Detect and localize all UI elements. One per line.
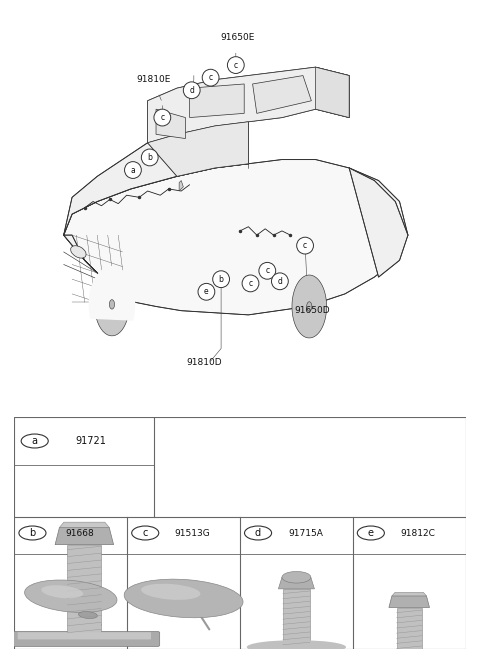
Ellipse shape: [247, 640, 346, 654]
FancyBboxPatch shape: [18, 632, 151, 640]
Text: 91513G: 91513G: [175, 529, 211, 537]
Polygon shape: [95, 273, 129, 336]
Polygon shape: [89, 266, 134, 320]
Ellipse shape: [141, 584, 201, 600]
Polygon shape: [252, 75, 312, 113]
Text: 91810D: 91810D: [187, 358, 222, 367]
Ellipse shape: [124, 579, 243, 618]
Circle shape: [297, 237, 313, 254]
Polygon shape: [389, 596, 430, 607]
Circle shape: [132, 526, 159, 540]
Polygon shape: [156, 109, 185, 138]
Polygon shape: [60, 522, 109, 527]
Polygon shape: [315, 67, 349, 117]
Circle shape: [259, 262, 276, 279]
Polygon shape: [179, 180, 183, 191]
Text: c: c: [160, 113, 164, 122]
Text: d: d: [189, 86, 194, 94]
Circle shape: [228, 56, 244, 73]
Text: b: b: [219, 275, 224, 283]
Circle shape: [202, 70, 219, 86]
Text: 91721: 91721: [76, 436, 107, 446]
Circle shape: [198, 283, 215, 300]
Text: a: a: [131, 165, 135, 174]
Polygon shape: [148, 122, 248, 176]
Polygon shape: [64, 235, 135, 302]
Text: e: e: [368, 528, 374, 538]
Circle shape: [357, 526, 384, 540]
Text: c: c: [143, 528, 148, 538]
Text: 91668: 91668: [65, 529, 94, 537]
Ellipse shape: [71, 246, 86, 258]
Polygon shape: [55, 527, 114, 544]
Ellipse shape: [41, 585, 83, 598]
FancyBboxPatch shape: [14, 417, 466, 649]
Text: d: d: [255, 528, 261, 538]
Text: b: b: [29, 528, 36, 538]
Circle shape: [242, 275, 259, 292]
Text: d: d: [277, 277, 282, 286]
Polygon shape: [292, 275, 326, 338]
Text: e: e: [204, 287, 209, 297]
Ellipse shape: [24, 580, 117, 613]
Text: c: c: [208, 73, 213, 82]
Circle shape: [213, 271, 229, 287]
Polygon shape: [190, 84, 244, 117]
Ellipse shape: [282, 571, 311, 583]
Text: 91650D: 91650D: [295, 306, 330, 315]
Text: a: a: [32, 436, 38, 446]
Polygon shape: [278, 577, 314, 589]
Ellipse shape: [79, 611, 97, 619]
Text: c: c: [265, 266, 269, 276]
Polygon shape: [64, 159, 408, 315]
Polygon shape: [396, 607, 422, 656]
Circle shape: [244, 526, 272, 540]
Circle shape: [19, 526, 46, 540]
Polygon shape: [67, 544, 101, 632]
Ellipse shape: [307, 302, 312, 311]
Circle shape: [124, 161, 141, 178]
FancyBboxPatch shape: [9, 632, 160, 646]
Text: c: c: [303, 241, 307, 250]
Polygon shape: [148, 67, 349, 143]
Ellipse shape: [242, 645, 350, 656]
Text: 91810E: 91810E: [137, 75, 171, 84]
Polygon shape: [349, 168, 408, 277]
Circle shape: [154, 109, 171, 126]
Polygon shape: [283, 589, 310, 645]
Text: 91812C: 91812C: [401, 529, 436, 537]
Text: b: b: [147, 153, 152, 162]
Polygon shape: [64, 126, 248, 235]
Text: 91650E: 91650E: [221, 33, 255, 42]
Circle shape: [141, 149, 158, 166]
Text: 91715A: 91715A: [288, 529, 323, 537]
Polygon shape: [392, 592, 426, 596]
Text: c: c: [249, 279, 252, 288]
Circle shape: [183, 82, 200, 98]
Circle shape: [21, 434, 48, 448]
Text: c: c: [234, 60, 238, 70]
Ellipse shape: [109, 300, 115, 309]
Circle shape: [272, 273, 288, 290]
